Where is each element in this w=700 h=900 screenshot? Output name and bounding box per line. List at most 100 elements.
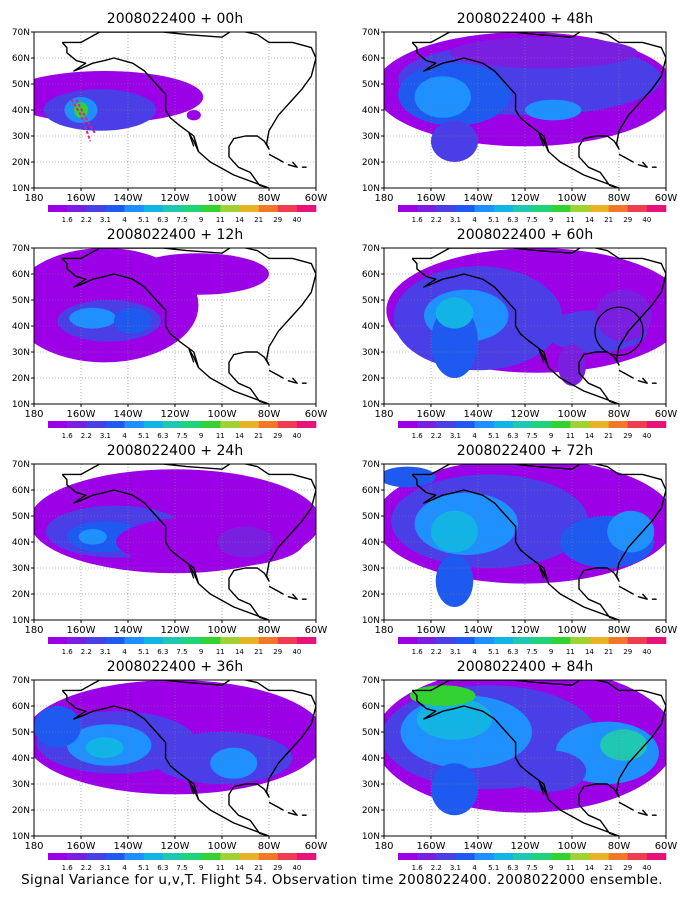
colorbar-swatch (67, 421, 87, 428)
lon-tick-label: 120W (161, 841, 190, 852)
colorbar-swatch (398, 205, 418, 212)
lon-tick-label: 100W (558, 193, 587, 204)
variance-shade (69, 307, 117, 329)
lon-tick-label: 180 (24, 841, 43, 852)
lat-tick-label: 20N (362, 374, 380, 384)
colorbar-swatch (277, 637, 298, 644)
colorbar-swatch (296, 205, 317, 212)
colorbar-swatch (436, 853, 456, 860)
colorbar-swatch (512, 421, 533, 428)
colorbar-swatch (398, 637, 418, 644)
colorbar-swatch (474, 205, 495, 212)
colorbar-label: 6.3 (157, 648, 168, 656)
lat-tick-label: 40N (12, 538, 30, 548)
colorbar-label: 11 (566, 864, 575, 872)
colorbar-swatch (589, 421, 609, 428)
colorbar-label: 3.1 (100, 648, 111, 656)
colorbar-label: 4 (122, 648, 127, 656)
colorbar-label: 1.6 (412, 432, 424, 440)
colorbar-label: 11 (216, 648, 225, 656)
colorbar-swatch (124, 637, 145, 644)
lat-tick-label: 30N (12, 132, 30, 142)
colorbar-swatch (512, 637, 533, 644)
colorbar-swatch (143, 205, 164, 212)
colorbar-swatch (105, 421, 125, 428)
lon-tick-label: 80W (258, 193, 281, 204)
colorbar-swatch (48, 421, 68, 428)
lat-tick-label: 60N (362, 54, 380, 64)
lat-tick-label: 50N (362, 512, 380, 522)
colorbar-swatch (589, 853, 609, 860)
colorbar-swatch (86, 421, 106, 428)
colorbar-swatch (474, 421, 495, 428)
colorbar-label: 40 (292, 648, 301, 656)
map-panel-p84: 2008022400 + 84h 10N 20N 30N 40N 50N 60N 70N 180… (362, 659, 678, 872)
lon-tick-label: 160W (417, 193, 446, 204)
lat-tick-label: 10N (12, 184, 30, 194)
colorbar-label: 11 (566, 216, 575, 224)
colorbar-label: 2.2 (81, 648, 92, 656)
colorbar-label: 4 (472, 864, 477, 872)
colorbar-label: 5.1 (138, 864, 149, 872)
coastline (411, 464, 666, 620)
lon-tick-label: 180 (24, 625, 43, 636)
lon-tick-label: 80W (258, 625, 281, 636)
colorbar-swatch (532, 205, 552, 212)
colorbar-swatch (67, 205, 87, 212)
lat-tick-label: 60N (12, 486, 30, 496)
map-panel-p00: 2008022400 + 00h 10N 20N 30N 40N 50N 60N 70N 180… (12, 11, 328, 224)
panel-title: 2008022400 + 48h (457, 11, 593, 27)
lat-tick-label: 50N (12, 80, 30, 90)
lat-tick-label: 70N (12, 244, 30, 254)
lon-tick-label: 180 (24, 409, 43, 420)
colorbar-swatch (143, 421, 164, 428)
colorbar-label: 1.6 (62, 216, 74, 224)
colorbar-label: 5.1 (138, 216, 149, 224)
colorbar-swatch (551, 421, 571, 428)
colorbar-label: 21 (604, 216, 613, 224)
coastline (188, 564, 200, 584)
colorbar-swatch (296, 853, 317, 860)
colorbar-label: 9 (199, 216, 203, 224)
panel-title: 2008022400 + 00h (107, 11, 243, 27)
colorbar-swatch (182, 853, 202, 860)
colorbar-label: 29 (273, 648, 282, 656)
colorbar-label: 21 (254, 432, 263, 440)
variance-shade (414, 76, 471, 118)
colorbar-swatch (532, 853, 552, 860)
lat-tick-label: 10N (362, 184, 380, 194)
lon-tick-label: 100W (208, 841, 237, 852)
colorbar-label: 1.6 (412, 864, 424, 872)
colorbar: 1.6 2.2 3.1 4 5.1 6.3 7.5 9 11 14 21 29 40 (398, 853, 667, 872)
map-panel-p60: 2008022400 + 60h 10N 20N 30N 40N 50N 60N 70N 180… (362, 227, 678, 440)
variance-shade (449, 37, 638, 69)
coastline (61, 248, 316, 404)
colorbar-swatch (86, 637, 106, 644)
colorbar-label: 3.1 (450, 432, 461, 440)
colorbar-label: 9 (199, 648, 203, 656)
lat-tick-label: 70N (12, 28, 30, 38)
colorbar-label: 29 (623, 432, 632, 440)
lon-tick-label: 100W (558, 409, 587, 420)
colorbar: 1.6 2.2 3.1 4 5.1 6.3 7.5 9 11 14 21 29 40 (48, 421, 317, 440)
colorbar-swatch (124, 421, 145, 428)
lon-tick-label: 80W (258, 841, 281, 852)
lon-tick-label: 140W (464, 625, 493, 636)
coastline (538, 780, 550, 800)
colorbar: 1.6 2.2 3.1 4 5.1 6.3 7.5 9 11 14 21 29 40 (48, 637, 317, 656)
coastline (411, 248, 666, 404)
colorbar-swatch (277, 205, 298, 212)
colorbar-label: 29 (623, 864, 632, 872)
colorbar-label: 5.1 (488, 648, 499, 656)
variance-shade (210, 747, 258, 779)
colorbar-swatch (589, 637, 609, 644)
colorbar-label: 9 (549, 216, 553, 224)
map-area (34, 32, 316, 188)
colorbar-swatch (48, 205, 68, 212)
lon-tick-label: 180 (374, 193, 393, 204)
variance-shade (186, 110, 201, 121)
lat-tick-label: 50N (12, 296, 30, 306)
colorbar-label: 11 (216, 432, 225, 440)
lon-tick-label: 60W (655, 625, 678, 636)
colorbar-label: 7.5 (176, 216, 187, 224)
